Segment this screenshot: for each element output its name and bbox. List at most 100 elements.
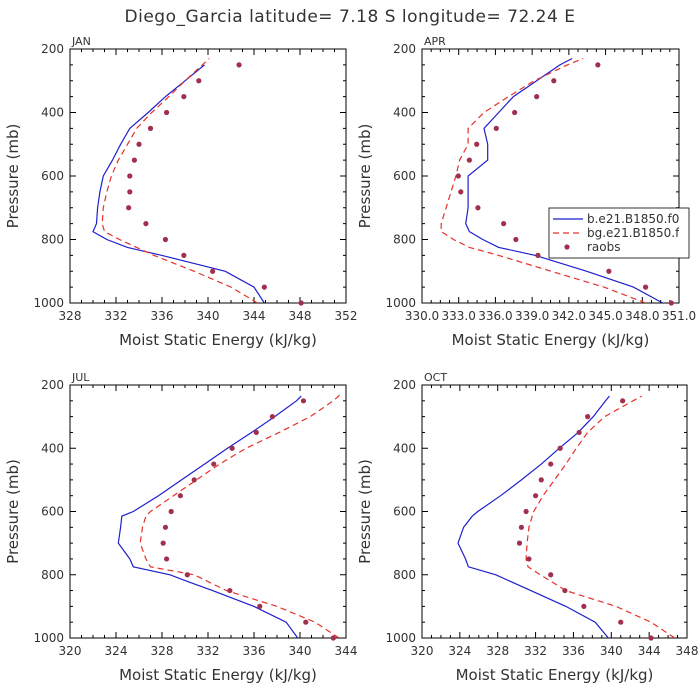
x-tick-label: 344 xyxy=(243,309,266,323)
y-tick-label: 200 xyxy=(41,42,64,56)
series-raobs-point xyxy=(548,572,554,578)
series-raobs-point xyxy=(620,398,626,404)
panel-title: JUL xyxy=(71,371,90,384)
y-tick-label: 200 xyxy=(393,378,416,392)
series-raobs-point xyxy=(181,94,187,100)
x-tick-label: 332 xyxy=(524,644,547,658)
series-raobs-point xyxy=(177,493,183,499)
series-b-line xyxy=(457,395,610,638)
series-raobs-point xyxy=(162,236,169,243)
y-axis-label: Pressure (mb) xyxy=(356,124,374,229)
series-raobs-point xyxy=(162,524,169,530)
series-raobs-point xyxy=(261,284,267,290)
x-tick-label: 328 xyxy=(59,309,82,323)
legend-entry-b: b.e21.B1850.f09_g17.CMIP6-piControl.001 xyxy=(587,212,700,226)
x-tick-label: 352 xyxy=(335,309,358,323)
y-tick-label: 400 xyxy=(393,441,416,455)
series-raobs-point xyxy=(164,556,170,562)
x-tick-label: 348 xyxy=(289,309,312,323)
series-raobs-point xyxy=(211,461,217,467)
panel-title: OCT xyxy=(424,371,447,384)
x-tick-label: 340 xyxy=(197,309,220,323)
x-tick-label: 345.0 xyxy=(588,309,622,323)
y-tick-label: 800 xyxy=(393,568,416,582)
series-raobs-point xyxy=(458,189,464,195)
series-raobs-point xyxy=(538,477,544,483)
series-raobs-point xyxy=(595,62,601,68)
series-raobs-point xyxy=(518,524,524,530)
y-tick-label: 400 xyxy=(393,106,416,120)
series-raobs-point xyxy=(557,445,563,451)
legend-entries: b.e21.B1850.f09_g17.CMIP6-piControl.001b… xyxy=(553,212,700,254)
x-tick-label: 332 xyxy=(105,309,128,323)
legend-entry-bg: bg.e21.B1850.f09_g17.CMIP6-piControl.001 xyxy=(587,226,700,240)
plot-frame xyxy=(69,48,347,304)
series-raobs-point xyxy=(143,221,149,227)
x-tick-label: 342.0 xyxy=(552,309,586,323)
legend: b.e21.B1850.f09_g17.CMIP6-piControl.001b… xyxy=(548,207,700,259)
series-raobs-point xyxy=(300,398,307,404)
series-raobs-point xyxy=(257,603,263,609)
y-tick-label: 400 xyxy=(41,106,64,120)
plot-frame xyxy=(421,384,688,639)
y-axis-label: Pressure (mb) xyxy=(4,124,22,229)
series-raobs-point xyxy=(147,125,154,131)
y-axis-label: Pressure (mb) xyxy=(356,459,374,564)
series-raobs-point xyxy=(474,141,480,147)
series-raobs-point xyxy=(330,635,336,641)
series-raobs-point xyxy=(516,540,523,546)
series-raobs-point xyxy=(493,125,499,131)
y-tick-label: 600 xyxy=(393,169,416,183)
series-raobs-point xyxy=(269,414,275,420)
x-tick-label: 344 xyxy=(335,644,358,658)
series-raobs-point xyxy=(668,300,674,306)
legend-box xyxy=(548,207,690,259)
x-tick-label: 336 xyxy=(562,644,585,658)
series-raobs-point xyxy=(303,619,309,625)
series-raobs-point xyxy=(523,508,529,515)
x-tick-label: 330.0 xyxy=(405,309,439,323)
series-raobs-point xyxy=(585,414,591,420)
y-axis-label: Pressure (mb) xyxy=(4,459,22,564)
plot-frame xyxy=(69,384,347,639)
series-raobs-point xyxy=(512,109,518,116)
x-tick-label: 320 xyxy=(411,644,434,658)
panel-jan: JAN 328 332 336 340 344 348 352 200 400 600 800 1000… xyxy=(4,35,357,349)
series-raobs-point xyxy=(513,236,519,243)
series-group xyxy=(117,394,341,638)
y-tick-label: 1000 xyxy=(385,631,416,645)
y-tick-label: 800 xyxy=(393,233,416,247)
series-raobs-point xyxy=(618,619,624,625)
x-tick-label: 328 xyxy=(486,644,509,658)
series-raobs-point xyxy=(535,252,541,258)
x-tick-label: 339.0 xyxy=(515,309,549,323)
series-group xyxy=(92,58,265,303)
series-raobs-point xyxy=(576,429,582,436)
legend-entry-raobs: raobs xyxy=(587,240,621,254)
series-b-line xyxy=(92,64,265,303)
series-raobs-point xyxy=(581,603,587,609)
series-b-line xyxy=(117,395,302,638)
y-tick-label: 400 xyxy=(41,441,64,455)
series-raobs-point xyxy=(164,109,170,116)
x-axis-label: Moist Static Energy (kJ/kg) xyxy=(119,331,317,349)
series-raobs-point xyxy=(160,540,166,546)
x-tick-label: 344 xyxy=(638,644,661,658)
series-raobs-point xyxy=(136,141,142,147)
y-tick-label: 200 xyxy=(41,378,64,392)
panel-title: JAN xyxy=(71,35,91,48)
y-tick-label: 800 xyxy=(41,568,64,582)
series-raobs-point xyxy=(210,268,216,274)
y-tick-label: 600 xyxy=(41,505,64,519)
series-bg-line xyxy=(101,58,258,303)
series-raobs-point xyxy=(229,445,235,451)
x-tick-label: 332 xyxy=(197,644,220,658)
x-tick-label: 336 xyxy=(151,309,174,323)
x-tick-label: 324 xyxy=(448,644,471,658)
figure-title: Diego_Garcia latitude= 7.18 S longitude=… xyxy=(125,7,576,27)
series-bg-line xyxy=(139,394,341,638)
series-raobs-point xyxy=(548,461,554,467)
series-bg-line xyxy=(525,395,676,638)
series-raobs-point xyxy=(526,556,532,562)
legend-marker-raobs xyxy=(564,244,570,250)
